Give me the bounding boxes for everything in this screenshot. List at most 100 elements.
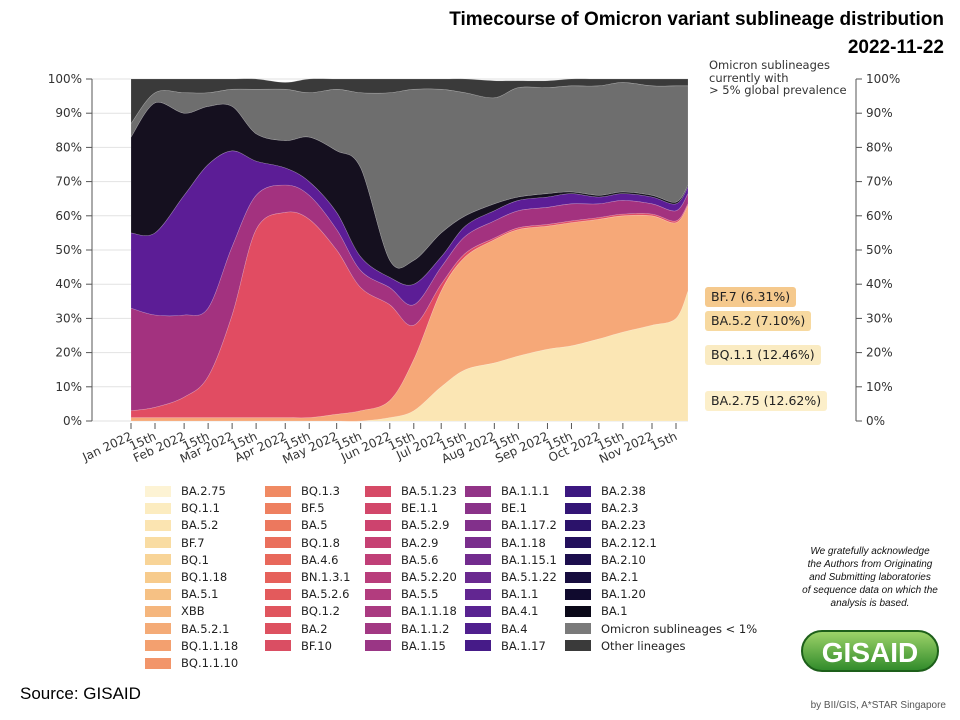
legend-item: BA.1.1.18 — [365, 603, 457, 619]
legend-label: BA.2.38 — [601, 484, 646, 498]
y-tick-label-left: 100% — [48, 72, 82, 86]
legend-item: BQ.1.1.18 — [145, 638, 238, 654]
y-tick-label-right: 0% — [866, 414, 885, 428]
legend-item: BQ.1.18 — [145, 569, 227, 585]
legend-item: BQ.1.8 — [265, 535, 340, 551]
legend-label: BN.1.3.1 — [301, 570, 351, 584]
area-layers — [130, 78, 689, 422]
legend-item: BQ.1.2 — [265, 603, 340, 619]
legend-label: XBB — [181, 604, 205, 619]
legend-item: Other lineages — [565, 638, 685, 654]
legend-swatch — [465, 537, 491, 549]
y-tick-label-left: 60% — [55, 209, 82, 223]
legend-label: BA.5 — [301, 518, 328, 533]
legend-label: BA.1.1 — [501, 587, 539, 602]
legend-item: BF.5 — [265, 500, 325, 516]
legend-swatch — [465, 623, 491, 635]
legend-swatch — [265, 537, 291, 549]
legend-swatch — [565, 502, 591, 514]
legend-label: BQ.1 — [181, 552, 209, 567]
y-tick-label-left: 0% — [63, 414, 82, 428]
legend-item: BA.1.1.2 — [365, 621, 449, 637]
legend-item: BA.1.15.1 — [465, 552, 557, 568]
legend-label: BA.5.2.6 — [301, 587, 350, 602]
legend-swatch — [565, 519, 591, 531]
legend-label: BA.2.23 — [601, 518, 646, 533]
legend-item: BA.1.1.1 — [465, 483, 549, 499]
legend-swatch — [365, 502, 391, 514]
legend-item: BA.1 — [565, 603, 628, 619]
ack-line: analysis is based. — [830, 598, 910, 609]
legend-item: BQ.1.1.10 — [145, 655, 238, 671]
legend-item: BE.1 — [465, 500, 527, 516]
ack-line: the Authors from Originating — [807, 559, 933, 570]
legend-swatch — [145, 605, 171, 617]
legend-label: BA.1.1.18 — [401, 604, 457, 619]
legend-swatch — [145, 502, 171, 514]
chart-title-line1: Timecourse of Omicron variant sublineage… — [449, 9, 944, 30]
callout-bf7: BF.7 (6.31%) — [705, 287, 797, 307]
legend-item: BA.4.1 — [465, 603, 539, 619]
legend-label: BA.5.1.22 — [501, 570, 557, 584]
legend-label: BA.5.6 — [401, 552, 439, 567]
y-tick-label-left: 20% — [55, 346, 82, 360]
legend-swatch — [145, 485, 171, 497]
legend-item: BA.2.23 — [565, 517, 646, 533]
credit-note: by BII/GIS, A*STAR Singapore — [810, 700, 946, 711]
y-tick-label-left: 50% — [55, 243, 82, 257]
legend-item: BA.5.2.6 — [265, 586, 349, 602]
ack-line: We gratefully acknowledge — [810, 546, 930, 557]
legend-swatch — [565, 605, 591, 617]
legend-item: BA.4.6 — [265, 552, 339, 568]
y-tick-label-right: 80% — [866, 140, 893, 154]
legend-item: BQ.1.3 — [265, 483, 340, 499]
y-tick-label-left: 80% — [55, 140, 82, 154]
legend-item: BF.10 — [265, 638, 332, 654]
legend-label: BA.5.2 — [181, 518, 219, 533]
legend-item: BA.2.75 — [145, 483, 226, 499]
x-tick-label: 15th — [648, 429, 679, 453]
legend-label: BA.2.10 — [601, 552, 646, 567]
legend-swatch — [265, 605, 291, 617]
legend-item: BA.5.2.20 — [365, 569, 457, 585]
legend-swatch — [365, 485, 391, 497]
legend-label: BA.4.1 — [501, 604, 539, 619]
legend-label: BA.2 — [301, 621, 328, 636]
legend-item: BA.2.1 — [565, 569, 639, 585]
legend-swatch — [465, 571, 491, 583]
legend-swatch — [565, 485, 591, 497]
legend-label: BA.4 — [501, 621, 528, 636]
callout-ba275: BA.2.75 (12.62%) — [705, 391, 828, 411]
y-tick-label-left: 40% — [55, 277, 82, 291]
source-note: Source: GISAID — [20, 684, 141, 703]
y-tick-label-left: 90% — [55, 106, 82, 120]
legend-label: BA.1.1.1 — [501, 484, 550, 498]
ack-line: of sequence data on which the — [802, 585, 938, 596]
prevalence-label-line3: > 5% global prevalence — [709, 83, 847, 97]
legend-item: BA.2 — [265, 621, 328, 637]
legend-item: BA.1.15 — [365, 638, 446, 654]
legend-label: BA.2.9 — [401, 535, 439, 550]
prevalence-label: Omicron sublineages currently with > 5% … — [709, 59, 847, 97]
legend-swatch — [465, 554, 491, 566]
y-tick-label-right: 30% — [866, 311, 893, 325]
legend-swatch — [365, 640, 391, 652]
legend-item: BA.1.18 — [465, 535, 546, 551]
legend-swatch — [465, 640, 491, 652]
y-tick-label-right: 70% — [866, 175, 893, 189]
area-other-lineages — [130, 78, 689, 125]
chart-title-date: 2022-11-22 — [847, 37, 944, 58]
legend-swatch — [565, 537, 591, 549]
legend-swatch — [265, 640, 291, 652]
legend-item: BQ.1 — [145, 552, 209, 568]
legend-item: BA.2.3 — [565, 500, 639, 516]
legend-label: BA.5.2.1 — [181, 621, 230, 636]
legend-label: BA.1.20 — [601, 587, 646, 602]
legend-swatch — [365, 537, 391, 549]
legend-swatch — [265, 623, 291, 635]
legend-item: BF.7 — [145, 535, 205, 551]
x-tick-label: Jan 2022 — [80, 429, 135, 464]
legend-item: BA.1.20 — [565, 586, 646, 602]
legend-label: BF.7 — [181, 535, 205, 550]
y-tick-label-right: 90% — [866, 106, 893, 120]
